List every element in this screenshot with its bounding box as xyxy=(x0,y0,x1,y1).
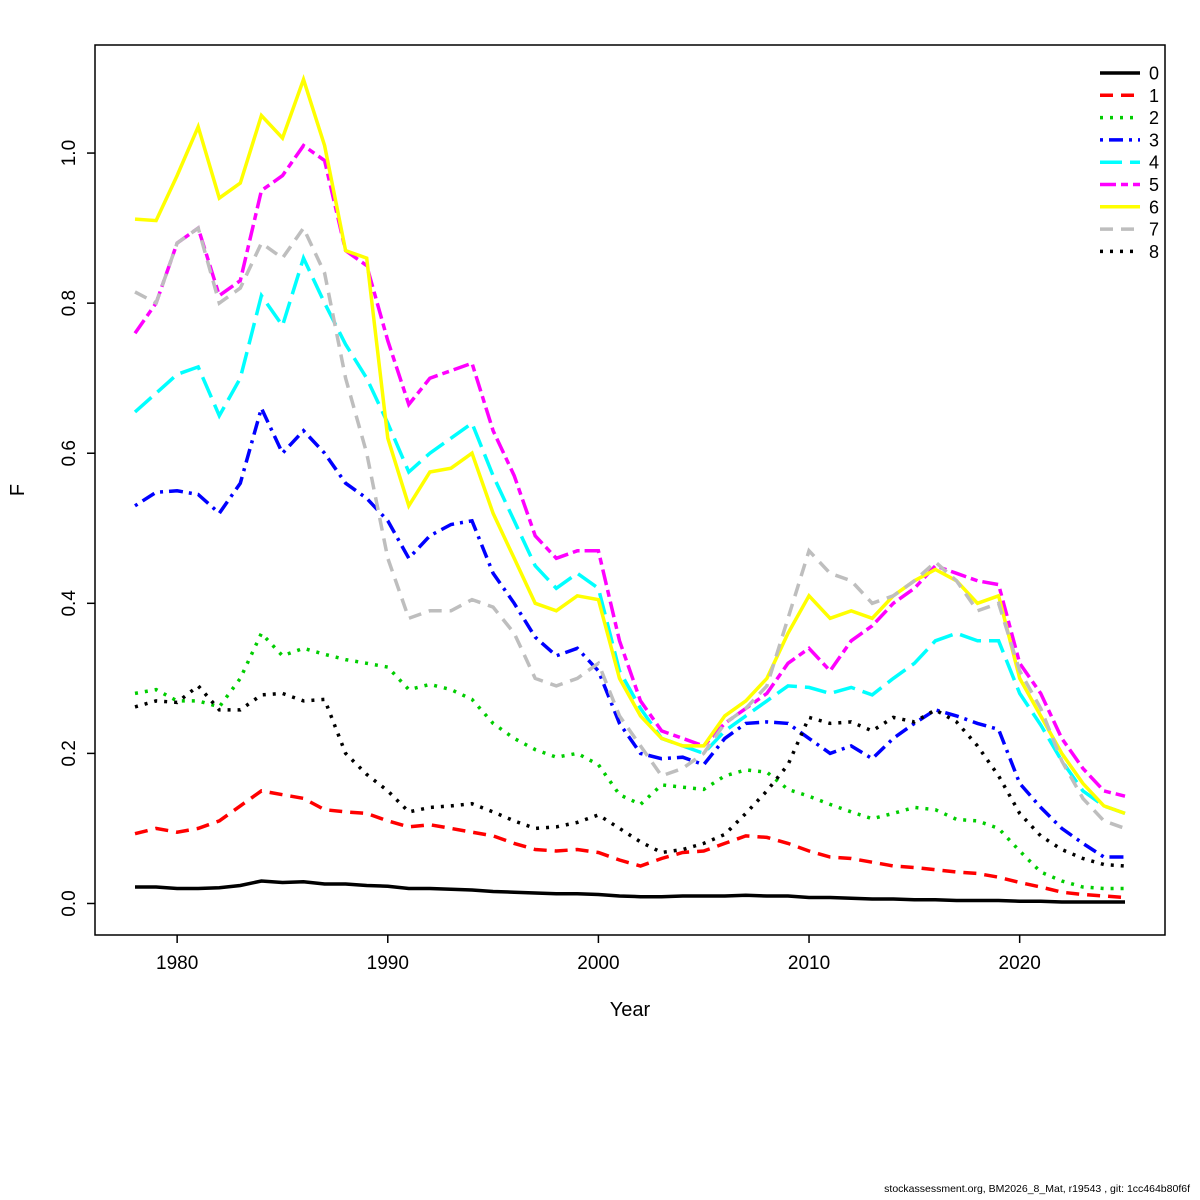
legend-label-7: 7 xyxy=(1149,220,1159,240)
legend-label-1: 1 xyxy=(1149,86,1159,106)
plot-border xyxy=(94,44,1166,936)
legend-label-4: 4 xyxy=(1149,153,1159,173)
series-line-5 xyxy=(133,143,1126,798)
y-tick-label: 0.6 xyxy=(59,440,80,466)
series-line-7 xyxy=(134,224,1126,831)
legend-label-5: 5 xyxy=(1149,175,1159,195)
legend-label-3: 3 xyxy=(1149,130,1159,150)
x-tick-label: 1990 xyxy=(367,953,409,974)
series-line-0 xyxy=(135,879,1125,904)
legend-label-6: 6 xyxy=(1149,197,1159,217)
y-tick-label: 0.8 xyxy=(59,290,80,316)
series-lines xyxy=(133,74,1126,904)
legend-label-2: 2 xyxy=(1149,108,1159,128)
y-tick-label: 0.0 xyxy=(59,890,80,916)
y-tick-label: 0.4 xyxy=(59,590,80,617)
x-axis: 1980 1990 2000 2010 2020 xyxy=(156,935,1041,974)
series-line-3 xyxy=(134,403,1125,859)
x-tick-label: 1980 xyxy=(156,953,198,974)
y-axis-title: F xyxy=(7,484,29,496)
x-tick-label: 2020 xyxy=(999,953,1041,974)
chart-canvas: 1980 1990 2000 2010 2020 0.0 0.2 0.4 0.6 0.8 1.0 Ye… xyxy=(7,44,1166,1021)
series-line-8 xyxy=(134,683,1126,868)
legend-label-8: 8 xyxy=(1149,242,1159,262)
y-axis: 0.0 0.2 0.4 0.6 0.8 1.0 xyxy=(59,140,95,917)
x-tick-label: 2010 xyxy=(788,953,830,974)
series-line-2 xyxy=(134,630,1125,891)
y-tick-label: 0.2 xyxy=(59,740,80,766)
series-line-6 xyxy=(134,74,1126,816)
y-tick-label: 1.0 xyxy=(59,140,80,166)
x-axis-title: Year xyxy=(610,999,651,1021)
series-line-4 xyxy=(133,253,1126,816)
x-tick-label: 2000 xyxy=(577,953,619,974)
footer-text: stockassessment.org, BM2026_8_Mat, r1954… xyxy=(884,1183,1190,1195)
legend-label-0: 0 xyxy=(1149,64,1159,84)
series-line-1 xyxy=(134,789,1126,900)
